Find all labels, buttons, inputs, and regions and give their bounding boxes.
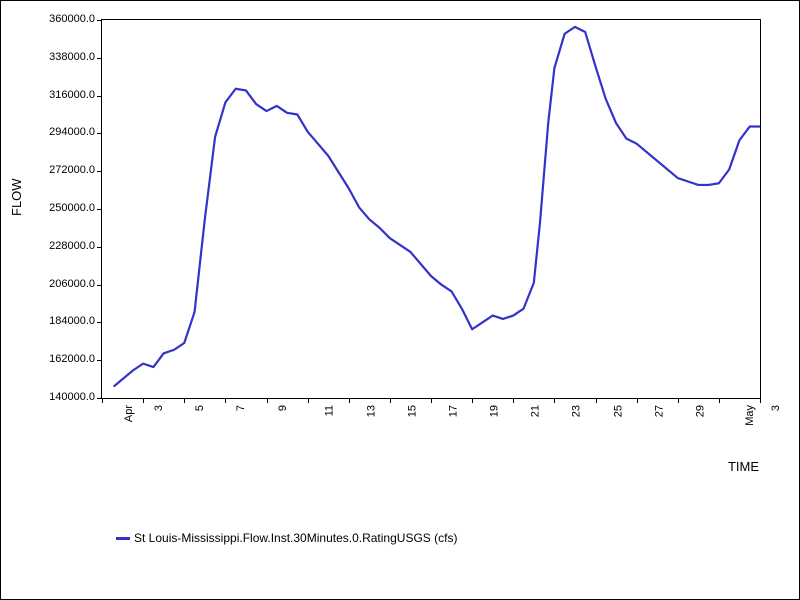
y-tick-label: 206000.0 <box>35 278 95 290</box>
x-tick <box>678 399 679 403</box>
y-tick-label: 250000.0 <box>35 202 95 214</box>
x-tick <box>554 399 555 403</box>
y-tick <box>97 285 101 286</box>
x-tick <box>349 399 350 403</box>
x-tick-label: 3 <box>770 405 782 411</box>
y-tick <box>97 247 101 248</box>
x-tick <box>225 399 226 403</box>
x-tick <box>513 399 514 403</box>
y-tick-label: 162000.0 <box>35 353 95 365</box>
y-tick-label: 338000.0 <box>35 51 95 63</box>
x-tick-label: 5 <box>194 405 206 411</box>
y-axis-label: FLOW <box>9 178 24 216</box>
x-tick <box>596 399 597 403</box>
x-tick <box>143 399 144 403</box>
x-tick-label: 19 <box>488 405 500 417</box>
legend-line-icon <box>116 537 130 540</box>
x-tick-label: 29 <box>694 405 706 417</box>
y-tick <box>97 96 101 97</box>
x-tick <box>308 399 309 403</box>
y-tick <box>97 20 101 21</box>
legend: St Louis-Mississippi.Flow.Inst.30Minutes… <box>116 531 457 545</box>
x-tick-label: 15 <box>406 405 418 417</box>
y-tick <box>97 58 101 59</box>
x-tick-label: 23 <box>571 405 583 417</box>
legend-label: St Louis-Mississippi.Flow.Inst.30Minutes… <box>134 531 457 545</box>
y-tick <box>97 322 101 323</box>
x-tick-label: 7 <box>236 405 248 411</box>
y-tick-label: 360000.0 <box>35 13 95 25</box>
x-tick-label: May <box>744 405 756 426</box>
x-tick <box>267 399 268 403</box>
x-tick <box>472 399 473 403</box>
x-tick-label: 11 <box>323 405 335 416</box>
x-tick-label: 13 <box>365 405 377 417</box>
y-tick-label: 228000.0 <box>35 240 95 252</box>
plot-area <box>101 19 761 399</box>
x-tick-label: 17 <box>447 405 459 417</box>
y-tick <box>97 398 101 399</box>
line-series <box>102 20 760 398</box>
y-tick <box>97 360 101 361</box>
x-tick-label: 9 <box>277 405 289 411</box>
chart-frame: FLOW TIME 140000.0 162000.0 184000.0 206000… <box>0 0 800 600</box>
y-tick-label: 272000.0 <box>35 164 95 176</box>
x-tick <box>184 399 185 403</box>
y-tick-label: 316000.0 <box>35 89 95 101</box>
y-tick-label: 294000.0 <box>35 126 95 138</box>
x-tick <box>719 399 720 403</box>
x-tick <box>431 399 432 403</box>
x-tick-label: 21 <box>530 405 542 417</box>
y-tick-label: 140000.0 <box>35 391 95 403</box>
y-tick <box>97 209 101 210</box>
x-tick-label: Apr <box>123 405 135 422</box>
x-axis-label: TIME <box>728 459 759 474</box>
x-tick <box>390 399 391 403</box>
x-tick <box>637 399 638 403</box>
y-tick <box>97 171 101 172</box>
x-tick-label: 27 <box>653 405 665 417</box>
y-tick-label: 184000.0 <box>35 315 95 327</box>
y-tick <box>97 133 101 134</box>
x-tick <box>102 399 103 403</box>
x-tick <box>760 399 761 403</box>
x-tick-label: 25 <box>612 405 624 417</box>
x-tick-label: 3 <box>153 405 165 411</box>
